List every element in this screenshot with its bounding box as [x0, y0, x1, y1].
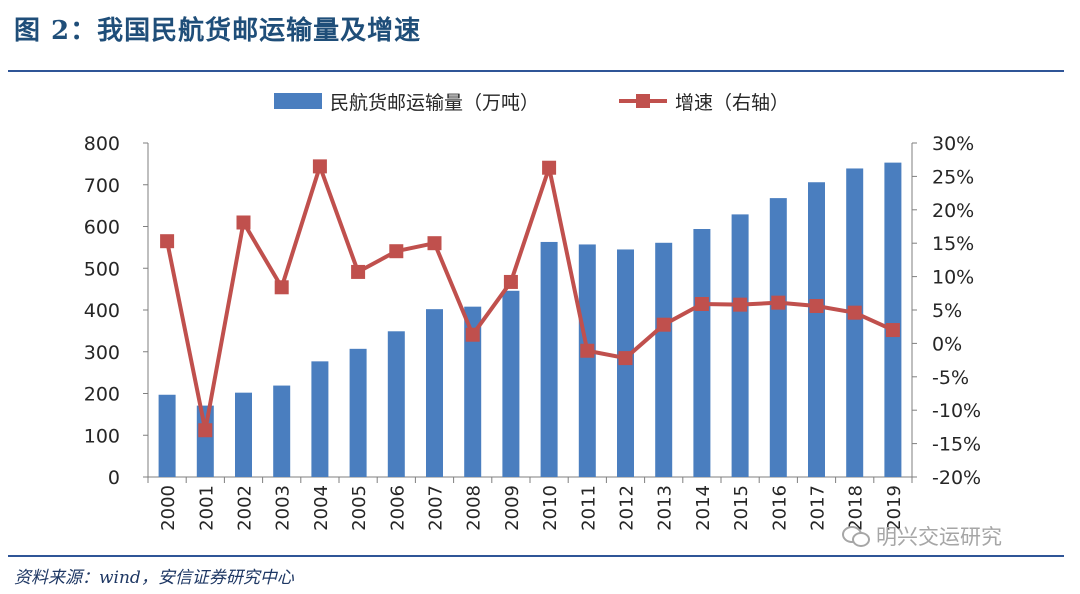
bar-series: [158, 162, 902, 478]
top-divider: [8, 70, 1064, 72]
x-tick-label: 2016: [769, 485, 790, 531]
legend-bar-swatch: [274, 93, 322, 109]
watermark: 明兴交运研究: [842, 521, 1002, 551]
line-point-marker: [503, 274, 518, 289]
y-right-tick-label: -20%: [932, 467, 981, 489]
x-tick-label: 2009: [502, 485, 523, 531]
y-right-tick-label: 25%: [932, 166, 974, 188]
bar: [502, 290, 520, 477]
bar: [464, 306, 482, 477]
legend-line-marker: [636, 94, 650, 108]
x-tick-label: 2008: [464, 485, 485, 531]
line-point-marker: [389, 244, 404, 259]
bar: [693, 229, 711, 477]
bar: [387, 331, 405, 477]
y-right-tick-label: 30%: [932, 133, 974, 155]
y-right-tick-label: 15%: [932, 233, 974, 255]
y-right-tick-label: -10%: [932, 400, 981, 422]
figure-title: 图 2：我国民航货邮运输量及增速: [14, 16, 422, 46]
y-left-tick-label: 500: [84, 258, 120, 280]
line-point-marker: [618, 351, 633, 366]
x-tick-label: 2002: [235, 485, 256, 531]
bar: [426, 309, 443, 477]
y-left-tick-label: 700: [84, 175, 120, 197]
x-tick-label: 2005: [349, 485, 370, 531]
line-point-marker: [847, 305, 862, 320]
bar: [769, 198, 787, 478]
line-point-marker: [351, 264, 366, 279]
y-left-tick-label: 600: [84, 217, 120, 239]
bar: [846, 168, 864, 477]
bar: [349, 348, 367, 477]
x-tick-label: 2007: [426, 485, 447, 531]
y-right-tick-label: -15%: [932, 434, 981, 456]
y-right-tick-label: -5%: [932, 367, 969, 389]
x-tick-label: 2014: [693, 485, 714, 531]
y-right-tick-label: 10%: [932, 267, 974, 289]
y-left-tick-label: 0: [108, 467, 120, 489]
line-point-marker: [733, 297, 748, 312]
bar: [158, 394, 176, 477]
line-point-marker: [465, 327, 480, 342]
x-tick-label: 2001: [196, 485, 217, 531]
x-tick-label: 2011: [578, 485, 599, 531]
line-point-marker: [694, 296, 709, 311]
line-point-marker: [160, 234, 175, 249]
line-point-marker: [198, 423, 213, 438]
bottom-divider: [8, 555, 1064, 557]
legend-line-label: 增速（右轴）: [675, 92, 789, 114]
y-left-tick-label: 300: [84, 342, 120, 364]
bar: [311, 361, 329, 477]
line-point-marker: [885, 323, 900, 338]
bar: [235, 392, 252, 477]
y-right-tick-label: 20%: [932, 200, 974, 222]
bar: [273, 385, 291, 477]
line-point-marker: [809, 298, 824, 313]
x-tick-label: 2006: [387, 485, 408, 531]
bar: [540, 241, 558, 477]
watermark-text: 明兴交运研究: [876, 525, 1002, 549]
bar: [884, 162, 902, 477]
x-tick-label: 2018: [846, 485, 867, 531]
x-tick-label: 2013: [655, 485, 676, 531]
y-left-tick-label: 400: [84, 300, 120, 322]
x-tick-label: 2003: [273, 485, 294, 531]
x-tick-label: 2017: [808, 485, 829, 531]
x-tick-label: 2010: [540, 485, 561, 531]
line-point-marker: [542, 160, 557, 175]
x-tick-label: 2012: [617, 485, 638, 531]
bar: [196, 405, 214, 477]
line-point-marker: [236, 215, 251, 230]
legend-bar-label: 民航货邮运输量（万吨）: [330, 92, 539, 114]
y-right-tick-label: 5%: [932, 300, 962, 322]
bar: [655, 242, 673, 477]
wechat-icon: [842, 524, 870, 548]
line-point-marker: [771, 295, 786, 310]
bar: [731, 214, 749, 477]
chart-legend: 民航货邮运输量（万吨） 增速（右轴）: [274, 92, 789, 114]
x-tick-label: 2000: [158, 485, 179, 531]
line-series: [160, 159, 900, 438]
y-left-tick-label: 200: [84, 384, 120, 406]
source-note: 资料来源：wind，安信证券研究中心: [14, 568, 294, 588]
line-point-marker: [656, 317, 671, 332]
line-point-marker: [427, 236, 442, 251]
line-point-marker: [580, 343, 595, 358]
y-left-tick-label: 800: [84, 133, 120, 155]
bar: [578, 244, 596, 477]
line-point-marker: [312, 159, 327, 174]
x-tick-label: 2004: [311, 485, 332, 531]
y-right-tick-label: 0%: [932, 333, 962, 355]
line-point-marker: [274, 280, 289, 295]
axes: 0 100 200 300 400 500 600 700 800 -20% -15% -10% -5%…: [84, 133, 981, 531]
y-left-tick-label: 100: [84, 425, 120, 447]
x-tick-label: 2015: [731, 485, 752, 531]
bar: [808, 182, 825, 477]
x-tick-label: 2019: [884, 485, 905, 531]
